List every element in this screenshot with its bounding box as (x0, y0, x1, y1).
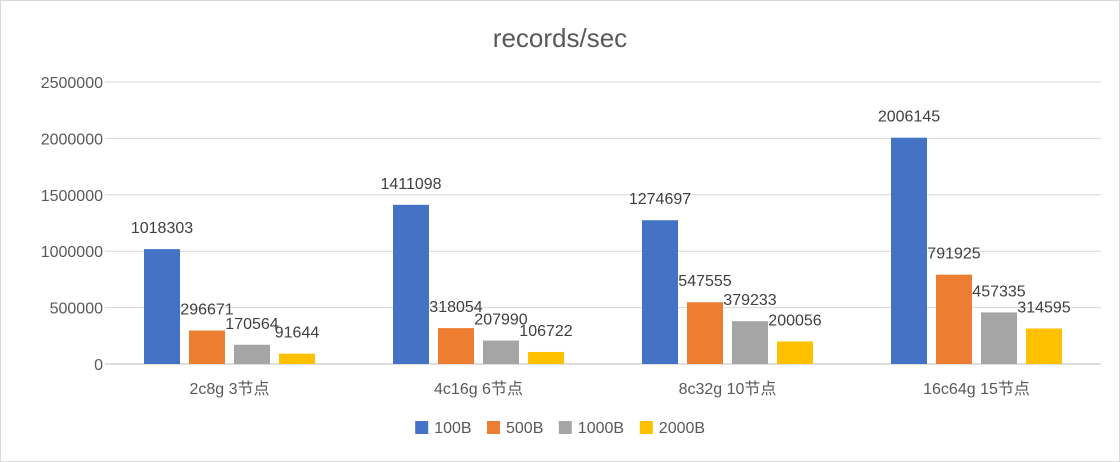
data-label: 2006145 (878, 109, 940, 126)
data-label: 106722 (519, 323, 572, 340)
y-tick-label: 0 (94, 357, 103, 374)
bar-100B-0 (144, 249, 180, 364)
bars (144, 137, 1062, 364)
data-label: 296671 (180, 302, 233, 319)
data-label: 1274697 (629, 191, 691, 208)
gridlines (105, 81, 1101, 309)
data-label: 170564 (225, 316, 278, 333)
data-label: 379233 (723, 292, 776, 309)
bar-500B-2 (687, 302, 723, 364)
y-tick-label: 2500000 (41, 75, 103, 92)
x-tick-label: 16c64g 15节点 (923, 380, 1030, 398)
data-label: 91644 (275, 325, 320, 342)
bar-100B-3 (891, 137, 927, 364)
bar-1000B-0 (234, 344, 270, 364)
legend-swatch-100B (415, 421, 429, 434)
bar-100B-1 (393, 204, 429, 364)
bar-500B-1 (438, 328, 474, 364)
legend-label-500B: 500B (506, 420, 543, 437)
bar-2000B-3 (1026, 328, 1062, 364)
legend: 100B 500B 1000B 2000B (415, 420, 705, 437)
bar-500B-0 (189, 330, 225, 364)
data-label: 1018303 (131, 220, 193, 237)
y-tick-label: 500000 (50, 301, 103, 318)
bar-1000B-3 (981, 312, 1017, 364)
bar-2000B-1 (528, 351, 564, 364)
data-label: 457335 (972, 283, 1025, 300)
bar-100B-2 (642, 220, 678, 364)
data-label: 200056 (768, 312, 821, 329)
data-label: 1411098 (380, 176, 441, 193)
data-label: 207990 (474, 312, 527, 329)
x-tick-label: 4c16g 6节点 (434, 380, 523, 398)
legend-label-100B: 100B (434, 420, 471, 437)
y-tick-label: 1500000 (41, 188, 103, 205)
bar-1000B-2 (732, 321, 768, 364)
bar-2000B-2 (777, 341, 813, 364)
bar-2000B-0 (279, 353, 315, 364)
x-tick-label: 2c8g 3节点 (189, 380, 269, 398)
legend-swatch-2000B (639, 421, 653, 434)
y-tick-label: 1000000 (41, 244, 103, 261)
legend-swatch-1000B (558, 421, 572, 434)
axes: 0 500000 1000000 1500000 2000000 2500000 2c8g … (41, 75, 1101, 398)
x-tick-label: 8c32g 10节点 (679, 380, 777, 398)
data-label: 318054 (429, 299, 482, 316)
legend-swatch-500B (487, 421, 500, 434)
bar-500B-3 (936, 274, 972, 364)
chart-title: records/sec (493, 23, 627, 53)
bar-1000B-1 (483, 340, 519, 364)
legend-label-2000B: 2000B (659, 420, 705, 437)
data-label: 314595 (1017, 300, 1070, 317)
data-label: 791925 (927, 246, 980, 263)
data-label: 547555 (678, 273, 731, 290)
legend-label-1000B: 1000B (578, 420, 624, 437)
y-tick-label: 2000000 (41, 131, 103, 148)
